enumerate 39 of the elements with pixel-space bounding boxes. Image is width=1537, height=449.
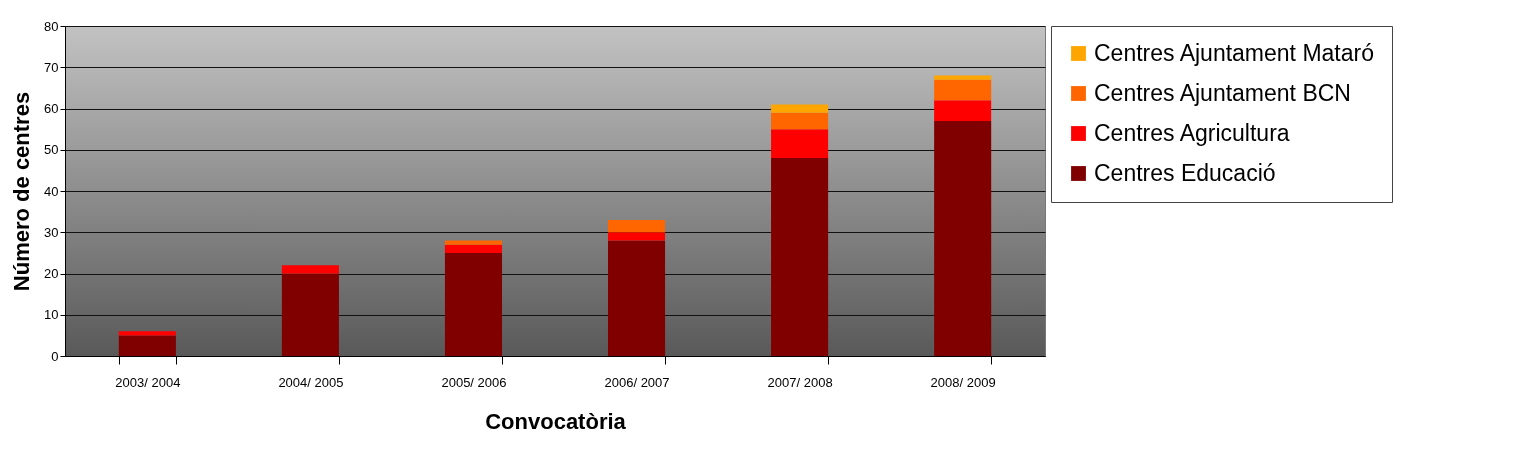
- bar: [608, 240, 666, 356]
- legend-label: Centres Ajuntament Mataró: [1094, 39, 1374, 66]
- bar: [444, 244, 502, 253]
- legend-label: Centres Agricultura: [1094, 119, 1290, 146]
- bar: [444, 252, 502, 356]
- y-tick-label: 30: [44, 224, 59, 240]
- y-tick-label: 50: [44, 142, 59, 158]
- y-tick-label: 80: [44, 18, 59, 34]
- y-tick-label: 0: [51, 348, 59, 364]
- y-tick-label: 60: [44, 101, 59, 116]
- bar: [608, 232, 666, 241]
- bar: [771, 104, 829, 113]
- legend-label: Centres Ajuntament BCN: [1094, 79, 1351, 106]
- y-tick-label: 10: [44, 307, 59, 323]
- legend-label: Centres Educació: [1094, 159, 1276, 186]
- bar: [934, 75, 992, 80]
- bar: [608, 219, 666, 233]
- x-tick-label: 2006/ 2007: [604, 374, 670, 390]
- bar: [118, 335, 176, 356]
- bar: [281, 265, 339, 274]
- x-axis-title: Convocatòria: [485, 408, 627, 434]
- x-tick-label: 2005/ 2006: [441, 374, 507, 390]
- y-axis-title: Número de centres: [9, 91, 35, 292]
- bar: [934, 100, 992, 121]
- bar: [771, 112, 829, 130]
- y-tick-label: 40: [44, 183, 59, 199]
- y-tick-label: 20: [44, 266, 59, 281]
- bar: [934, 120, 992, 356]
- y-tick-label: 70: [44, 59, 59, 75]
- bar: [934, 79, 992, 101]
- bar: [118, 331, 176, 336]
- x-tick-label: 2004/ 2005: [278, 374, 344, 390]
- bar: [771, 158, 829, 356]
- bar: [281, 273, 339, 356]
- x-tick-label: 2008/ 2009: [930, 374, 996, 390]
- x-tick-label: 2003/ 2004: [115, 374, 181, 390]
- bar: [771, 129, 829, 158]
- bar: [444, 240, 502, 245]
- x-tick-label: 2007/ 2008: [767, 374, 833, 390]
